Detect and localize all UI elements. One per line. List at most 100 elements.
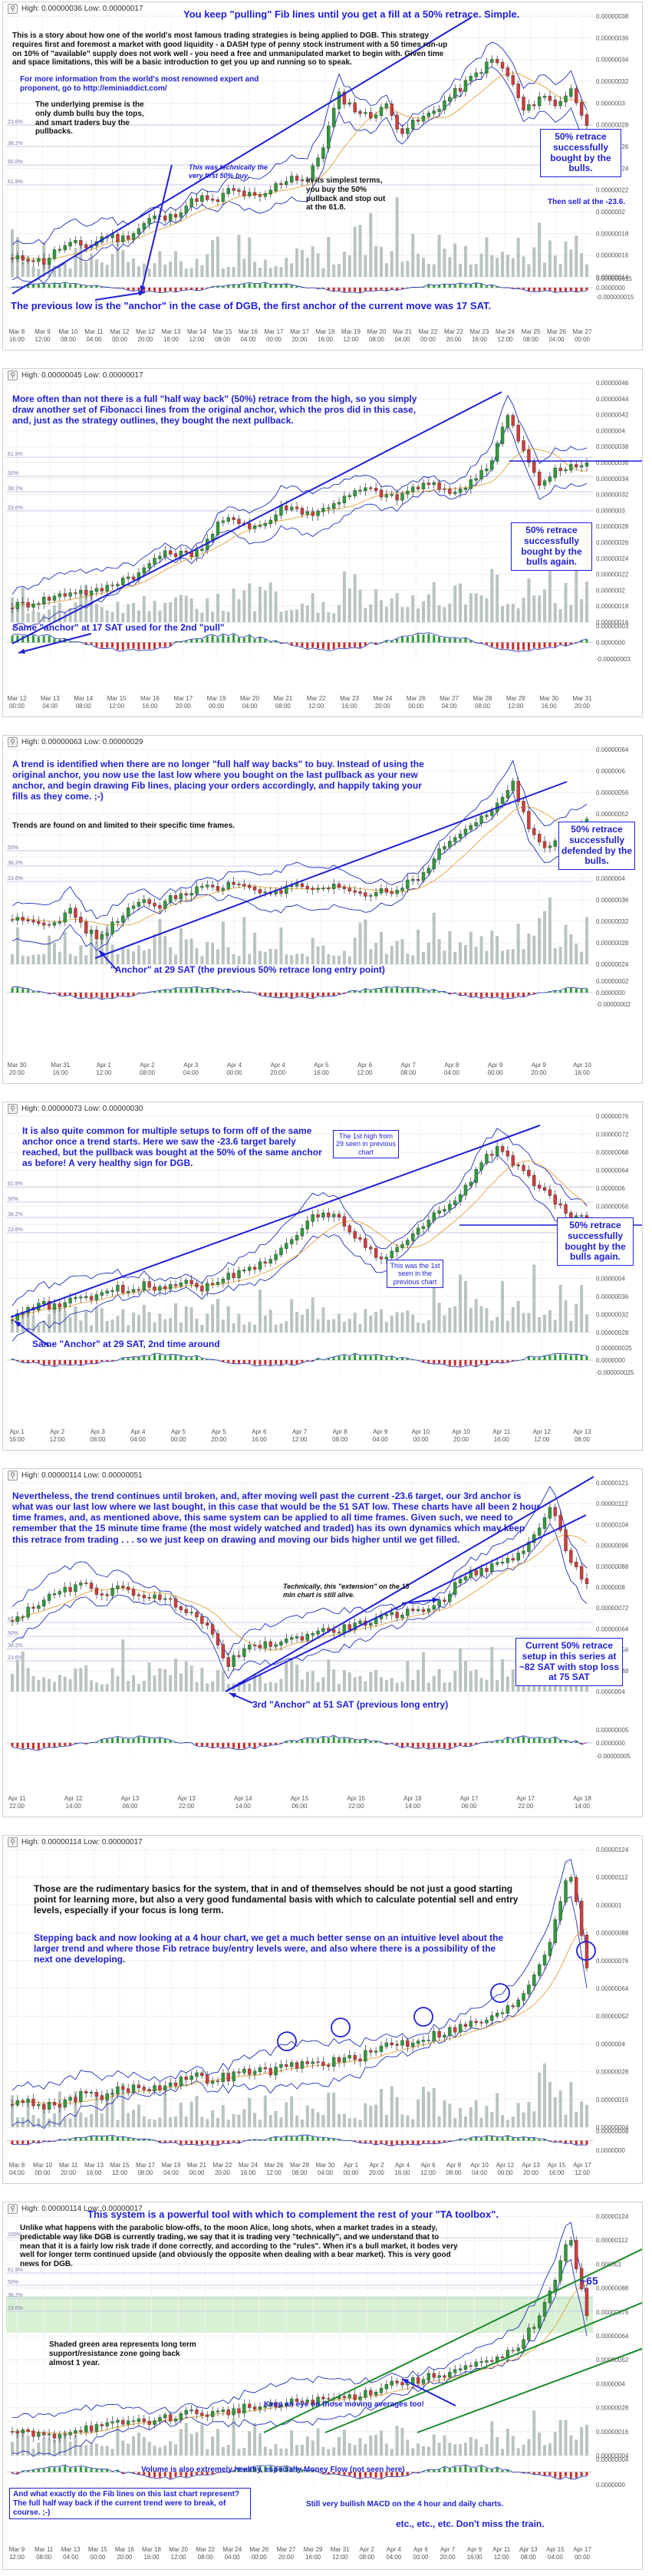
macd-bar [385,1743,388,1744]
volume-bar [116,954,120,964]
volume-bar [505,1320,509,1332]
volume-bar [400,262,404,277]
volume-bar [311,1297,314,1332]
volume-bar [390,251,394,277]
anchor-note-1: The previous low is the "anchor" in the … [11,300,492,311]
candle-body [126,576,130,579]
candle-body [353,490,357,496]
chart-svg-4: 0.000000760.000000720.000000680.00000064… [6,1113,642,1443]
candle-body [490,2360,494,2362]
candle-body [289,506,294,510]
candle-body [448,97,452,102]
macd-bar [369,1741,372,1743]
candle-body [527,1169,531,1177]
candle-body [68,2097,72,2101]
volume-bar [575,2439,578,2456]
volume-bar [21,262,25,277]
x-tick-label: Mar 16 [115,2546,134,2553]
candle-body [522,801,525,812]
candle-body [210,199,215,201]
volume-bar [321,602,325,622]
volume-bar [26,613,30,622]
macd-bar [317,1738,320,1743]
candle-body [279,1642,283,1646]
volume-bar [327,1319,331,1332]
candle-body [126,2088,130,2093]
x-tick-label: Apr 9 [532,1062,547,1069]
macd-bar [211,2472,214,2475]
macd-bar [385,1357,388,1360]
volume-bar [580,951,584,964]
volume-bar [200,265,204,277]
candle-body [379,888,384,894]
candle-body [121,2420,125,2425]
x-tick-label: Mar 26 [249,2546,268,2553]
macd-tick-label: 0.0000000 [596,640,625,647]
volume-bar [516,2103,520,2127]
volume-bar [395,1312,399,1332]
macd-bar [79,2138,82,2141]
volume-bar [411,2119,415,2127]
candle-body [42,258,46,265]
extension-note: Technically, this "extension" on the 15 … [283,1583,410,1599]
volume-bar [553,2432,557,2456]
volume-bar [11,954,14,964]
y-tick-label: 0.00000036 [596,897,629,904]
search-icon[interactable]: ⚲ [8,4,18,14]
candle-body [195,1283,199,1288]
candle-body [395,494,399,501]
macd-bar [148,288,151,292]
candle-body [342,496,347,503]
macd-bar [264,993,267,996]
search-icon[interactable]: ⚲ [8,1837,18,1847]
candle-body [248,1267,252,1271]
candle-body [200,548,204,551]
candle-body [426,868,431,874]
chart-panel-7: 0.000001240.000001120.0000010.000000880.… [2,2202,643,2570]
macd-bar [269,993,272,996]
x-tick-label: Apr 4 [271,1062,286,1069]
candle-body [421,483,426,489]
volume-bar [580,2101,584,2127]
fib-label: 50% [8,1197,18,1202]
volume-bar [496,2437,499,2456]
macd-bar [354,642,357,647]
x-tick-label: Apr 9 [488,1062,503,1069]
candle-body [579,1900,584,1936]
volume-bar [321,1307,325,1332]
search-icon[interactable]: ⚲ [8,1471,18,1481]
candle-body [537,833,542,842]
search-icon[interactable]: ⚲ [8,371,18,380]
search-icon[interactable]: ⚲ [8,737,18,747]
volume-bar [11,2095,14,2127]
candle-body [179,212,183,218]
volume-bar [522,2444,525,2456]
x-tick-label: Apr 6 [357,1062,373,1069]
macd-bar [211,2140,214,2146]
volume-bar [327,236,331,277]
trend-line [10,1125,541,1318]
volume-bar [195,1318,199,1332]
search-icon[interactable]: ⚲ [8,2204,18,2214]
macd-bar [11,2140,14,2145]
volume-bar [347,255,351,277]
macd-bar [306,1738,309,1743]
macd-bar [411,2140,414,2145]
fib-label: 38.2% [8,141,23,147]
macd-bar [143,288,146,292]
macd-bar [332,2139,335,2141]
macd-bar [285,993,288,996]
macd-bar [406,2472,409,2476]
volume-bar [74,2434,77,2456]
candle-body [584,1578,589,1584]
macd-bar [575,2472,578,2479]
search-icon[interactable]: ⚲ [8,1104,18,1114]
macd-bar [285,1741,288,1743]
candle-body [342,91,347,105]
macd-bar [148,1356,151,1360]
volume-bar [342,252,346,277]
fib-label: 23.6% [8,506,23,511]
volume-bar [342,571,346,622]
volume-bar [263,1683,267,1692]
volume-bar [347,2118,351,2127]
